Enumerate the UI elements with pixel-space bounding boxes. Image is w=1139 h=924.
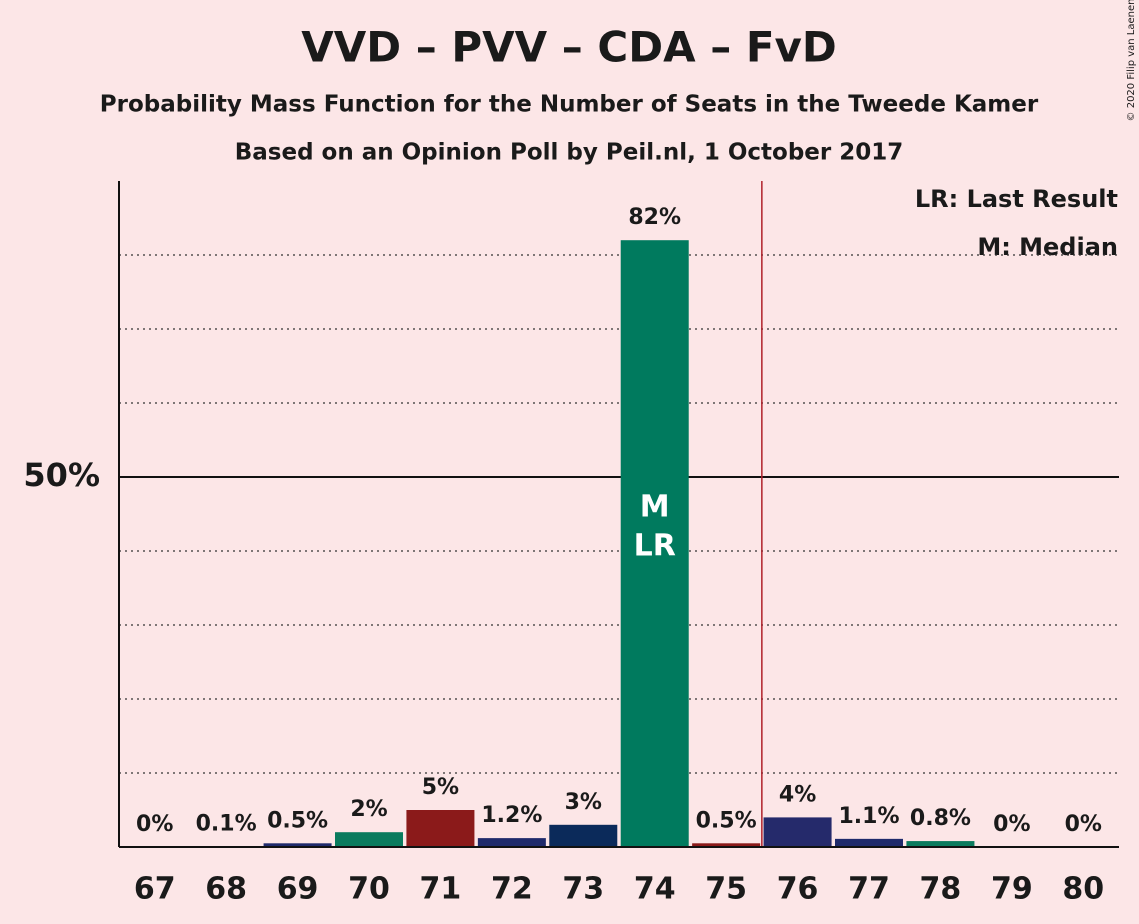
legend-entry: M: Median: [977, 233, 1118, 261]
x-tick-label: 75: [705, 872, 747, 907]
value-label: 1.1%: [838, 804, 899, 829]
x-tick-label: 68: [205, 872, 247, 907]
bar: [620, 240, 689, 847]
x-tick-label: 74: [634, 872, 676, 907]
x-tick-label: 77: [848, 872, 890, 907]
value-label: 0.1%: [196, 811, 257, 836]
bar: [906, 841, 975, 847]
last-result-marker: LR: [634, 529, 676, 564]
x-tick-label: 72: [491, 872, 533, 907]
value-label: 0%: [993, 812, 1030, 837]
chart-subtitle: Based on an Opinion Poll by Peil.nl, 1 O…: [235, 140, 904, 166]
bar: [335, 832, 403, 847]
x-tick-label: 69: [277, 872, 319, 907]
value-label: 4%: [779, 782, 816, 807]
bar: [549, 824, 618, 847]
legend-entry: LR: Last Result: [915, 185, 1118, 213]
value-label: 0.5%: [696, 808, 757, 833]
x-tick-label: 79: [991, 872, 1033, 907]
x-tick-label: 73: [562, 872, 604, 907]
chart-subtitle: Probability Mass Function for the Number…: [100, 92, 1039, 118]
copyright: © 2020 Filip van Laenen: [1126, 0, 1137, 121]
bar: [406, 810, 475, 847]
value-label: 3%: [565, 790, 602, 815]
value-label: 0.5%: [267, 808, 328, 833]
bar: [477, 838, 546, 847]
x-tick-label: 70: [348, 872, 390, 907]
median-marker: M: [640, 490, 670, 525]
bar: [835, 838, 903, 847]
x-tick-label: 71: [420, 872, 462, 907]
chart-title: VVD – PVV – CDA – FvD: [301, 23, 837, 72]
x-tick-label: 76: [777, 872, 819, 907]
x-tick-label: 78: [920, 872, 962, 907]
bar: [763, 817, 832, 847]
value-label: 2%: [350, 797, 387, 822]
value-label: 0.8%: [910, 806, 971, 831]
value-label: 0%: [1065, 812, 1102, 837]
value-label: 1.2%: [481, 803, 542, 828]
value-label: 0%: [136, 812, 173, 837]
value-label: 5%: [422, 775, 459, 800]
bar: [263, 843, 332, 847]
value-label: 82%: [628, 205, 681, 230]
y-tick-label: 50%: [23, 456, 100, 494]
bar: [692, 843, 761, 847]
x-tick-label: 80: [1062, 872, 1104, 907]
x-tick-label: 67: [134, 872, 176, 907]
